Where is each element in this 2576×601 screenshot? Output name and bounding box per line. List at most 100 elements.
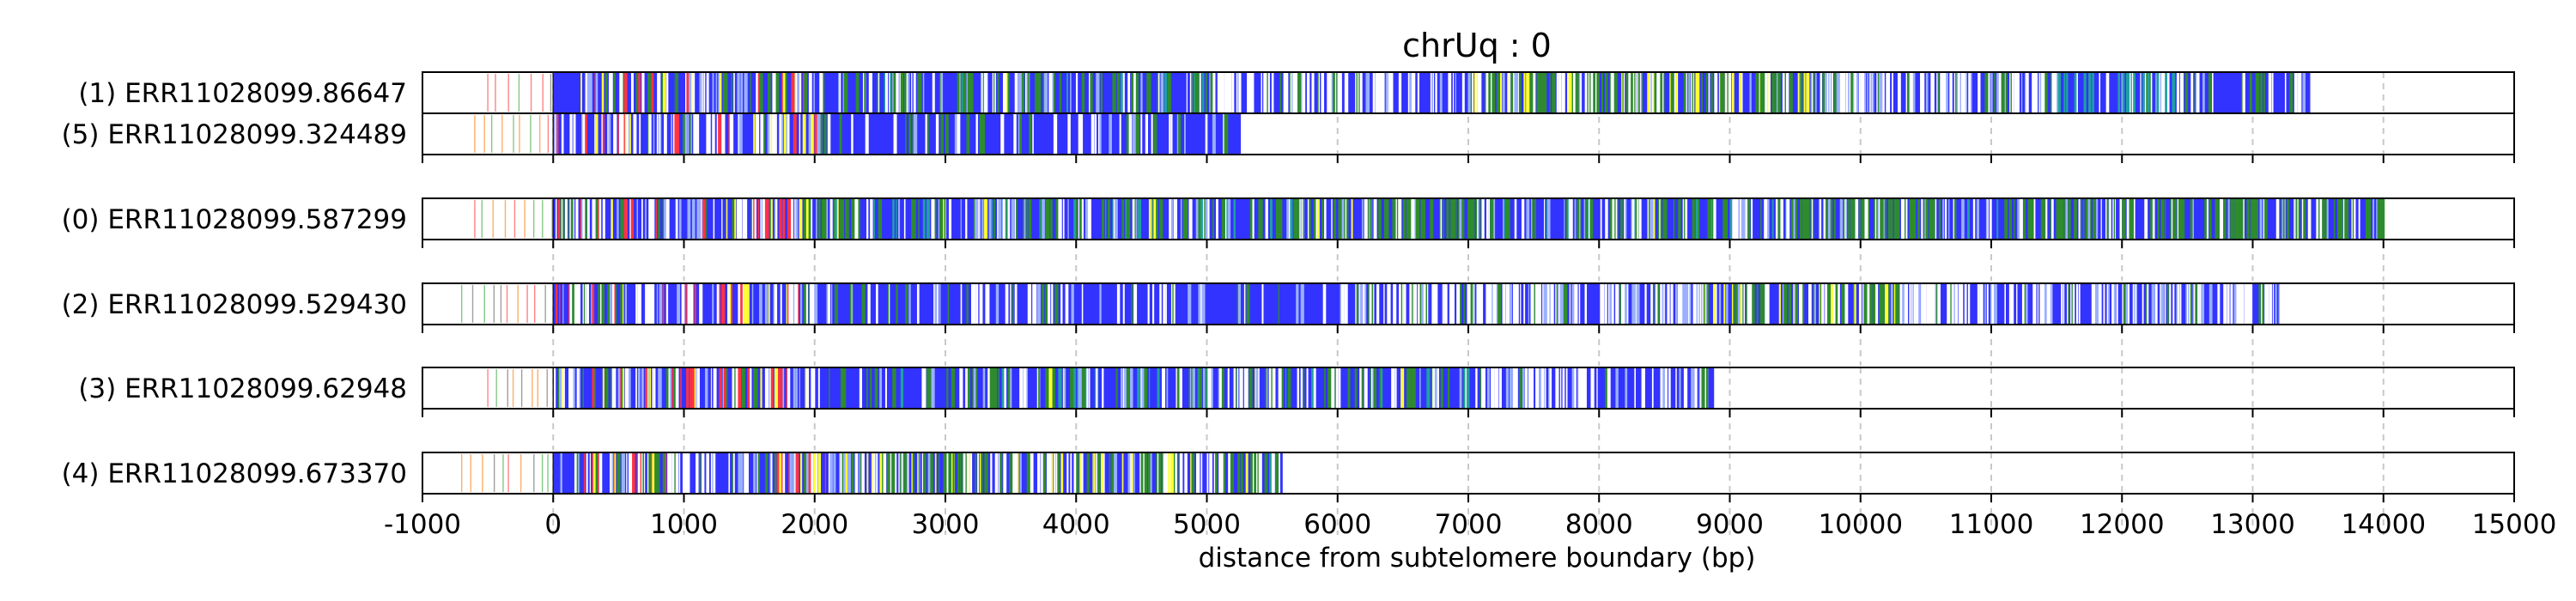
repeat-stripe [969, 73, 973, 112]
repeat-stripe [1439, 199, 1442, 239]
repeat-stripe [1970, 73, 1972, 112]
repeat-stripe [2289, 73, 2293, 112]
repeat-stripe [1005, 73, 1008, 112]
repeat-stripe [2040, 199, 2044, 239]
repeat-stripe [911, 73, 913, 112]
repeat-stripe [556, 114, 559, 154]
repeat-stripe [684, 114, 688, 154]
repeat-stripe [1060, 453, 1064, 493]
repeat-stripe [1048, 453, 1051, 493]
repeat-stripe [716, 284, 720, 324]
repeat-stripe [1255, 368, 1260, 408]
repeat-stripe [1549, 368, 1552, 408]
repeat-stripe [613, 114, 617, 154]
repeat-stripe [1260, 453, 1262, 493]
repeat-stripe [1419, 368, 1421, 408]
repeat-stripe [851, 199, 854, 239]
repeat-stripe [1605, 368, 1608, 408]
repeat-stripe [1503, 199, 1504, 239]
repeat-stripe [1488, 199, 1491, 239]
repeat-stripe [2087, 199, 2089, 239]
repeat-stripe [1530, 284, 1533, 324]
repeat-stripe [1880, 284, 1885, 324]
repeat-stripe [1175, 199, 1177, 239]
repeat-stripe [1570, 199, 1573, 239]
repeat-stripe [1546, 199, 1548, 239]
repeat-stripe [1157, 453, 1159, 493]
repeat-stripe [1215, 453, 1218, 493]
repeat-stripe [2239, 199, 2243, 239]
repeat-stripe [1238, 73, 1242, 112]
repeat-stripe [826, 284, 828, 324]
repeat-stripe [1046, 199, 1050, 239]
repeat-stripe [2099, 284, 2102, 324]
repeat-stripe [667, 199, 670, 239]
repeat-stripe [1216, 199, 1218, 239]
repeat-stripe [970, 284, 975, 324]
repeat-stripe [1041, 453, 1043, 493]
repeat-stripe [658, 73, 660, 112]
repeat-stripe [608, 114, 611, 154]
repeat-stripe [738, 284, 740, 324]
repeat-stripe [598, 284, 601, 324]
repeat-stripe [1359, 284, 1363, 324]
repeat-stripe [1882, 73, 1885, 112]
repeat-stripe [1288, 368, 1291, 408]
x-axis-label: distance from subtelomere boundary (bp) [1199, 543, 1756, 574]
repeat-stripe [1664, 368, 1668, 408]
repeat-stripe [770, 453, 773, 493]
repeat-stripe [1279, 199, 1283, 239]
repeat-stripe [1510, 73, 1514, 112]
repeat-stripe [770, 199, 773, 239]
repeat-stripe [2052, 73, 2056, 112]
read-group-2: (2) ERR11028099.529430 [62, 282, 2515, 333]
repeat-stripe [1425, 284, 1428, 324]
repeat-stripe [828, 453, 831, 493]
repeat-stripe [2020, 199, 2023, 239]
repeat-stripe [805, 453, 810, 493]
repeat-stripe [1236, 368, 1239, 408]
repeat-stripe [966, 284, 969, 324]
repeat-stripe [2009, 73, 2011, 112]
repeat-stripe [2275, 199, 2280, 239]
repeat-stripe [1819, 199, 1821, 239]
repeat-stripe [1675, 73, 1678, 112]
repeat-stripe [586, 284, 588, 324]
repeat-stripe [562, 199, 565, 239]
repeat-stripe [1159, 284, 1162, 324]
repeat-stripe [1379, 73, 1383, 112]
repeat-stripe [912, 453, 914, 493]
repeat-stripe [1777, 73, 1779, 112]
repeat-stripe [957, 453, 960, 493]
repeat-stripe [1198, 453, 1200, 493]
repeat-stripe [1132, 199, 1134, 239]
repeat-stripe [1471, 199, 1475, 239]
repeat-stripe [732, 453, 735, 493]
repeat-stripe [1620, 199, 1623, 239]
repeat-stripe [1486, 284, 1492, 324]
repeat-stripe [738, 453, 742, 493]
repeat-stripe [1371, 284, 1374, 324]
repeat-stripe [866, 199, 869, 239]
repeat-stripe [774, 368, 776, 408]
repeat-stripe [1990, 73, 1993, 112]
repeat-stripe [1922, 284, 1925, 324]
repeat-stripe [2287, 199, 2289, 239]
repeat-stripe [2166, 284, 2169, 324]
repeat-stripe [1542, 73, 1544, 112]
repeat-stripe [795, 73, 798, 112]
repeat-stripe [1292, 73, 1296, 112]
repeat-stripe [2233, 284, 2237, 324]
repeat-stripe [1827, 199, 1832, 239]
repeat-stripe [772, 73, 776, 112]
repeat-stripe [1048, 284, 1050, 324]
repeat-stripe [997, 199, 999, 239]
repeat-stripe [2046, 284, 2050, 324]
repeat-stripe [629, 453, 634, 493]
repeat-stripe [1675, 284, 1678, 324]
repeat-stripe [2177, 284, 2180, 324]
repeat-stripe [1364, 284, 1367, 324]
repeat-stripe [1508, 73, 1511, 112]
repeat-stripe [1147, 73, 1151, 112]
repeat-stripe [1860, 73, 1862, 112]
